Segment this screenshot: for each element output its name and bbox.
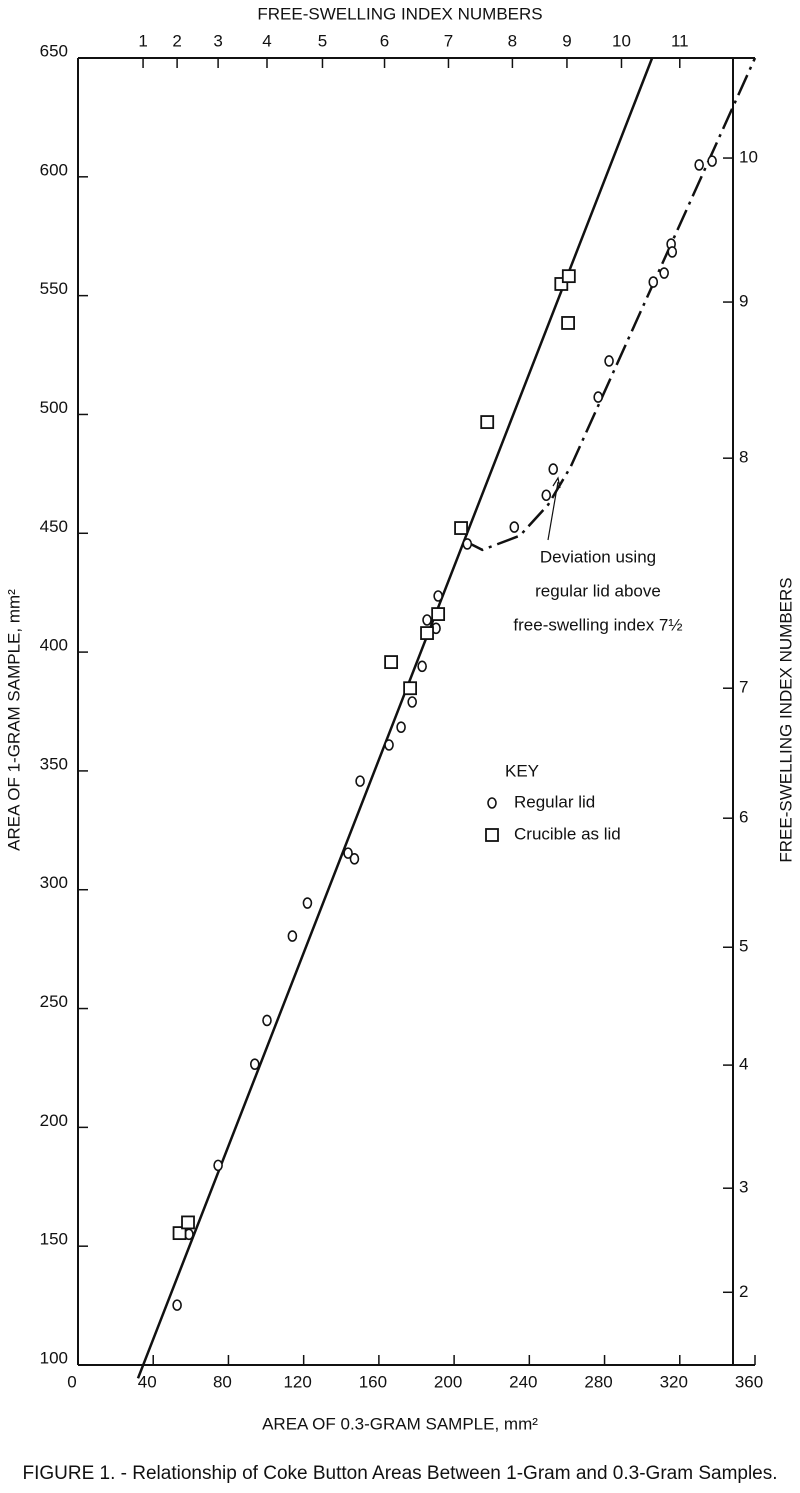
right-tick-label: 5 — [739, 937, 748, 956]
top-tick-label: 3 — [213, 31, 222, 50]
x-tick-label: 200 — [434, 1372, 462, 1391]
point — [694, 159, 704, 171]
point — [707, 155, 717, 167]
right-tick-label: 3 — [739, 1178, 748, 1197]
point — [287, 930, 298, 942]
point — [593, 391, 603, 403]
legend-marker — [485, 828, 499, 842]
x-tick-label: 280 — [584, 1372, 612, 1391]
point — [384, 655, 399, 669]
annotation: Deviation using — [540, 547, 656, 566]
y-tick-label: 300 — [40, 873, 68, 892]
point — [172, 1299, 182, 1311]
top-tick-label: 1 — [138, 31, 147, 50]
right-tick-label: 10 — [739, 148, 758, 167]
top-axis-title: FREE-SWELLING INDEX NUMBERS — [257, 4, 542, 23]
y-tick-label: 150 — [40, 1230, 68, 1249]
caption: FIGURE 1. - Relationship of Coke Button … — [22, 1463, 777, 1484]
right-tick-label: 8 — [739, 448, 748, 467]
top-tick-label: 2 — [172, 31, 181, 50]
point — [302, 897, 313, 909]
y-tick-label: 400 — [40, 636, 68, 655]
point — [648, 276, 659, 288]
x-tick-label: 320 — [660, 1372, 688, 1391]
y-tick-label: 250 — [40, 992, 68, 1011]
annotation: regular lid above — [535, 581, 661, 600]
fit-line — [462, 57, 757, 552]
point — [422, 614, 432, 626]
point — [384, 739, 394, 751]
y-tick-label: 100 — [40, 1348, 68, 1367]
point — [343, 847, 353, 859]
x-tick-label: 80 — [213, 1372, 232, 1391]
point — [604, 355, 614, 367]
point — [396, 721, 406, 733]
point — [659, 267, 669, 279]
point — [431, 607, 446, 621]
point — [509, 521, 520, 533]
legend-label: Regular lid — [514, 792, 595, 811]
point — [262, 1014, 272, 1027]
point — [249, 1058, 260, 1070]
point — [462, 538, 473, 550]
x-tick-label: 240 — [509, 1372, 537, 1391]
top-tick-label: 10 — [612, 31, 631, 50]
top-tick-label: 11 — [671, 31, 689, 50]
top-tick-label: 6 — [380, 31, 389, 50]
right-tick-label: 7 — [739, 678, 748, 697]
point — [433, 590, 443, 602]
x-tick-label: 360 — [735, 1372, 763, 1391]
x-tick-label: 120 — [283, 1372, 311, 1391]
top-tick-label: 8 — [508, 31, 517, 50]
y-tick-label: 600 — [40, 160, 68, 179]
point — [480, 415, 495, 429]
fit-line — [136, 57, 654, 1379]
top-tick-label: 4 — [262, 31, 271, 50]
point — [667, 246, 678, 258]
y2-axis-title: FREE-SWELLING INDEX NUMBERS — [776, 577, 795, 862]
point — [349, 853, 360, 865]
right-tick-label: 9 — [739, 292, 748, 311]
point — [561, 269, 576, 284]
y-tick-label: 350 — [40, 754, 68, 773]
point — [181, 1215, 195, 1230]
point — [407, 696, 417, 708]
top-tick-label: 9 — [562, 31, 571, 50]
x-tick-label: 40 — [138, 1372, 157, 1391]
x-tick-label: 160 — [359, 1372, 387, 1391]
point — [403, 681, 418, 696]
point — [172, 1226, 187, 1241]
y-tick-label: 450 — [40, 517, 68, 536]
y-tick-label: 650 — [40, 41, 68, 60]
top-tick-label: 7 — [444, 31, 453, 50]
legend-label: Crucible as lid — [514, 824, 621, 843]
right-tick-label: 2 — [739, 1282, 748, 1301]
y-tick-label: 550 — [40, 279, 68, 298]
legend-marker — [487, 797, 497, 809]
point — [213, 1159, 223, 1172]
annotation: free-swelling index 7½ — [513, 615, 682, 634]
point — [541, 489, 552, 502]
y-axis-title: AREA OF 1-GRAM SAMPLE, mm² — [4, 589, 23, 851]
point — [561, 316, 575, 330]
point — [355, 775, 365, 787]
point — [454, 521, 468, 535]
y-tick-label: 200 — [40, 1111, 68, 1130]
point — [417, 660, 427, 673]
right-tick-label: 4 — [739, 1055, 748, 1074]
top-tick-label: 5 — [318, 31, 327, 50]
legend-title: KEY — [505, 761, 539, 780]
point — [420, 626, 434, 640]
x-axis-title: AREA OF 0.3-GRAM SAMPLE, mm² — [262, 1414, 538, 1433]
point — [548, 463, 559, 475]
right-tick-label: 6 — [739, 808, 748, 827]
y-tick-label: 500 — [40, 398, 68, 417]
x-tick-label: 0 — [67, 1372, 76, 1391]
